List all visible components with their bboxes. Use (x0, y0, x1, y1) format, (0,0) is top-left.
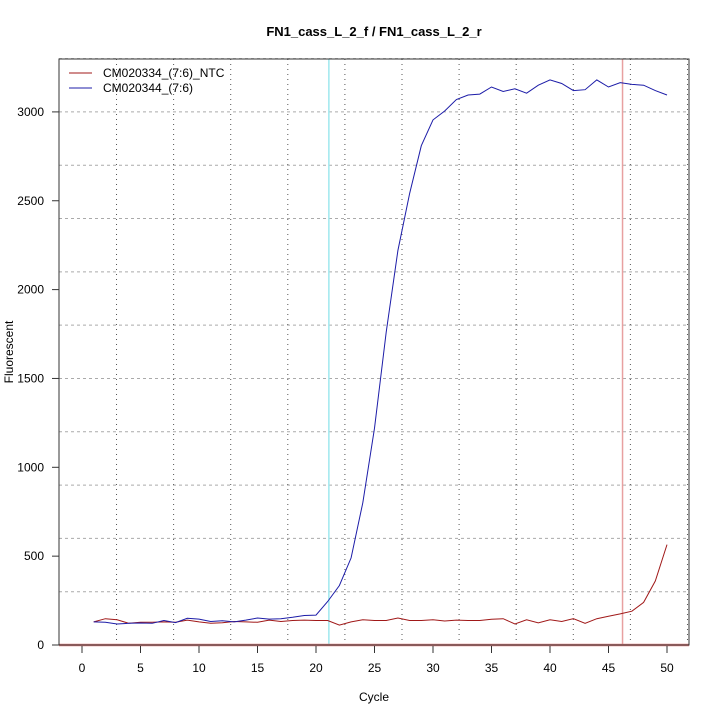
y-tick-label: 500 (24, 549, 44, 563)
series-line-0 (93, 544, 668, 626)
y-tick-label: 1500 (17, 371, 44, 385)
x-tick-label: 30 (426, 661, 440, 675)
x-tick-label: 5 (137, 661, 144, 675)
y-axis-label: Fluorescent (2, 320, 16, 383)
x-tick-label: 45 (602, 661, 616, 675)
plot-box (58, 58, 690, 646)
legend: CM020334_(7:6)_NTC CM020344_(7:6) (69, 66, 225, 95)
legend-label-ntc: CM020334_(7:6)_NTC (103, 66, 225, 80)
series-lines (93, 79, 668, 626)
y-tick-label: 3000 (17, 105, 44, 119)
x-axis: 0 5 10 15 20 25 30 35 40 45 50 (79, 646, 674, 675)
grid (59, 58, 689, 645)
x-tick-label: 35 (485, 661, 499, 675)
x-tick-label: 25 (368, 661, 382, 675)
y-tick-label: 2000 (17, 283, 44, 297)
x-tick-label: 15 (251, 661, 265, 675)
x-tick-label: 0 (79, 661, 86, 675)
x-tick-label: 20 (309, 661, 323, 675)
x-axis-label: Cycle (359, 690, 389, 704)
y-tick-label: 0 (37, 638, 44, 652)
series-line-1 (93, 79, 668, 625)
x-tick-label: 50 (660, 661, 674, 675)
markers (59, 59, 689, 647)
y-tick-label: 2500 (17, 194, 44, 208)
chart-title: FN1_cass_L_2_f / FN1_cass_L_2_r (266, 24, 481, 39)
y-axis: 0 500 1000 1500 2000 2500 3000 (17, 105, 59, 652)
x-tick-label: 10 (192, 661, 206, 675)
legend-label-sample: CM020344_(7:6) (103, 81, 193, 95)
y-tick-label: 1000 (17, 460, 44, 474)
x-tick-label: 40 (543, 661, 557, 675)
